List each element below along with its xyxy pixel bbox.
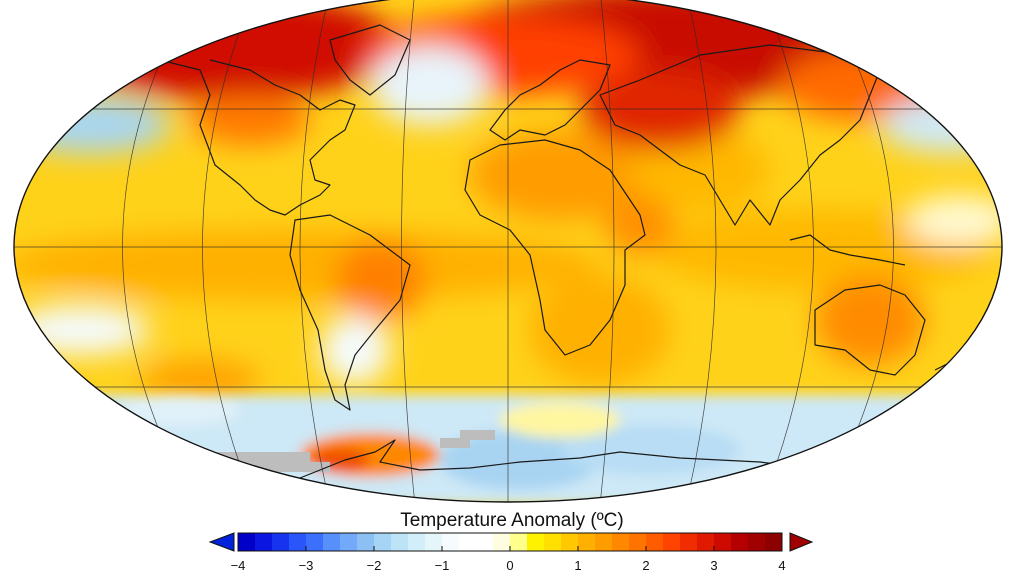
coast-asia <box>599 44 881 226</box>
blob-north-atlantic-cool <box>370 45 490 125</box>
colorbar-tick-label: 0 <box>506 558 513 573</box>
colorbar-tick-label: −2 <box>367 558 382 573</box>
blob-central-asia <box>580 70 740 150</box>
colorbar-bin <box>357 533 375 551</box>
coast-south-america <box>289 214 411 411</box>
blob-north-pacific-east-cool <box>14 97 170 153</box>
colorbar: −4 −3 −2 −1 0 1 2 3 4 <box>208 532 814 573</box>
colorbar-bin <box>272 533 290 551</box>
blob-south-atlantic-pale <box>500 402 620 438</box>
colorbar-tick-label: 3 <box>710 558 717 573</box>
colorbar-tick-label: 4 <box>778 558 785 573</box>
colorbar-bin <box>459 533 477 551</box>
colorbar-bin <box>374 533 392 551</box>
meridian-w3 <box>202 0 256 502</box>
blob-southern-africa <box>530 275 670 385</box>
global-anomaly-map <box>13 0 1003 503</box>
blob-east-antarctica-cool <box>440 430 600 490</box>
colorbar-tick-label: 1 <box>574 558 581 573</box>
colorbar-tick-label: 2 <box>642 558 649 573</box>
coast-indonesia <box>789 234 906 266</box>
colorbar-bin <box>561 533 579 551</box>
colorbar-bin <box>425 533 443 551</box>
colorbar-bin <box>510 533 528 551</box>
colorbar-bin <box>391 533 409 551</box>
blob-south-pacific <box>140 360 260 400</box>
colorbar-under-arrow <box>208 532 235 552</box>
colorbar-bin <box>629 533 647 551</box>
missing-data-region-weddell <box>440 430 495 448</box>
colorbar-bin <box>612 533 630 551</box>
blob-australia <box>815 275 925 365</box>
coastlines <box>119 24 966 489</box>
colorbar-bin <box>238 533 256 551</box>
colorbar-bin <box>663 533 681 551</box>
blob-south-pacific-pale <box>120 394 240 426</box>
colorbar-bin <box>255 533 273 551</box>
field-blobs <box>14 0 1002 400</box>
anomaly-field <box>14 0 1002 502</box>
colorbar-title: Temperature Anomaly (ºC) <box>400 510 624 531</box>
meridian-w2 <box>299 0 331 502</box>
colorbar-bin <box>731 533 749 551</box>
coast-africa <box>464 139 646 356</box>
colorbar-bin <box>527 533 545 551</box>
colorbar-bin <box>493 533 511 551</box>
colorbar-bin <box>323 533 341 551</box>
coast-australia <box>814 284 926 376</box>
colorbar-bin <box>289 533 307 551</box>
meridian-e1 <box>599 0 615 502</box>
coast-greenland <box>329 24 411 96</box>
blob-arabia-india <box>630 130 770 210</box>
colorbar-bin <box>748 533 766 551</box>
blob-brazil <box>335 240 425 320</box>
colorbar-tick-label: −1 <box>435 558 450 573</box>
colorbar-bin <box>680 533 698 551</box>
southern-ocean-blobs <box>14 394 1002 502</box>
coast-north-america <box>119 59 356 216</box>
colorbar-bin <box>408 533 426 551</box>
meridian-e2 <box>685 0 717 502</box>
colorbar-bin <box>578 533 596 551</box>
colorbar-bin <box>340 533 358 551</box>
blob-canada-south <box>190 95 310 145</box>
colorbar-bin <box>697 533 715 551</box>
colorbar-bin <box>714 533 732 551</box>
blob-east-africa <box>605 195 675 255</box>
blob-north-pacific-west-cool <box>880 97 1002 153</box>
colorbar-bin <box>306 533 324 551</box>
colorbar-tick-label: −4 <box>231 558 246 573</box>
colorbar-bin <box>595 533 613 551</box>
colorbar-bin <box>646 533 664 551</box>
colorbar-bin <box>442 533 460 551</box>
globe-outline <box>13 0 1003 503</box>
map-svg <box>13 0 1003 503</box>
coast-antarctica <box>229 439 841 489</box>
colorbar-tick-label: −3 <box>299 558 314 573</box>
colorbar-bin <box>476 533 494 551</box>
coast-europe <box>489 59 611 141</box>
blob-tropical-band-east <box>650 210 990 290</box>
colorbar-bin <box>765 533 783 551</box>
blob-pacific-pale <box>905 195 1002 245</box>
meridian-w1 <box>401 0 416 502</box>
colorbar-bin <box>544 533 562 551</box>
meridian-e3 <box>760 0 814 502</box>
blob-sahara <box>470 130 650 220</box>
colorbar-over-arrow <box>789 532 814 552</box>
